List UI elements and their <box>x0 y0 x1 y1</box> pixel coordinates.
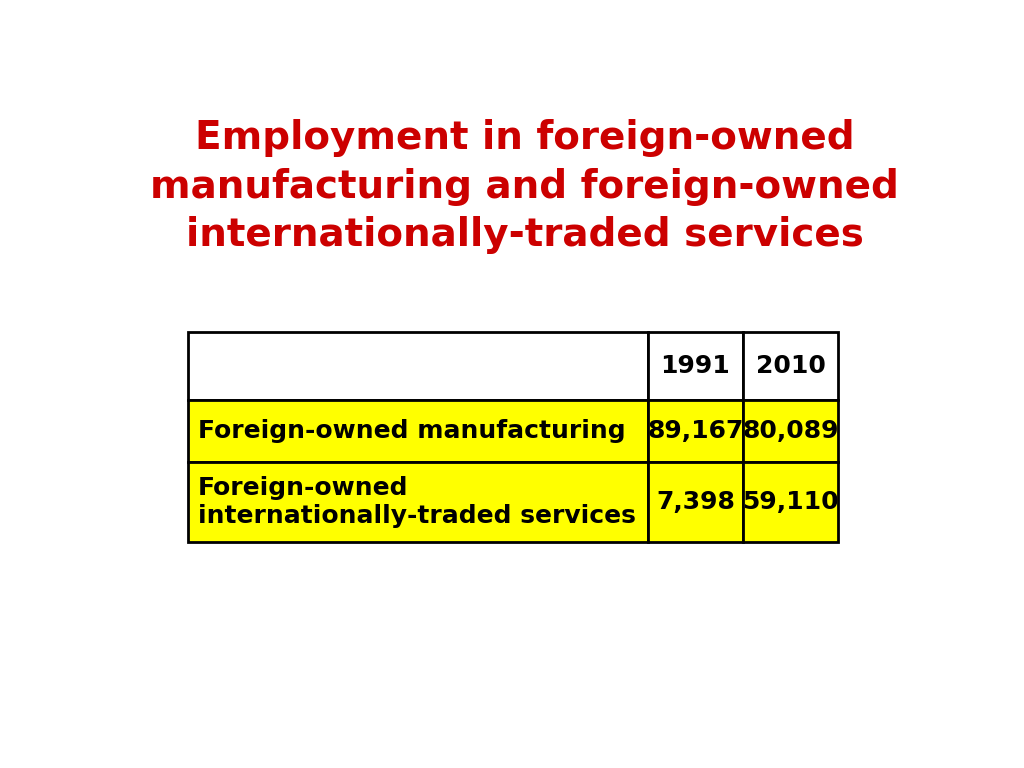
Bar <box>187 399 648 462</box>
Bar <box>743 462 839 541</box>
Text: 59,110: 59,110 <box>742 490 839 514</box>
Bar <box>648 399 743 462</box>
Bar <box>187 462 648 541</box>
Text: Employment in foreign-owned
manufacturing and foreign-owned
internationally-trad: Employment in foreign-owned manufacturin… <box>151 119 899 254</box>
Bar <box>743 332 839 399</box>
Bar <box>743 399 839 462</box>
Text: Foreign-owned manufacturing: Foreign-owned manufacturing <box>198 419 626 442</box>
Text: Foreign-owned
internationally-traded services: Foreign-owned internationally-traded ser… <box>198 476 636 528</box>
Text: 89,167: 89,167 <box>647 419 743 442</box>
Text: 1991: 1991 <box>660 353 730 378</box>
Bar <box>648 462 743 541</box>
Bar <box>187 332 648 399</box>
Text: 2010: 2010 <box>756 353 825 378</box>
Bar <box>648 332 743 399</box>
Text: 80,089: 80,089 <box>742 419 839 442</box>
Text: 7,398: 7,398 <box>656 490 735 514</box>
